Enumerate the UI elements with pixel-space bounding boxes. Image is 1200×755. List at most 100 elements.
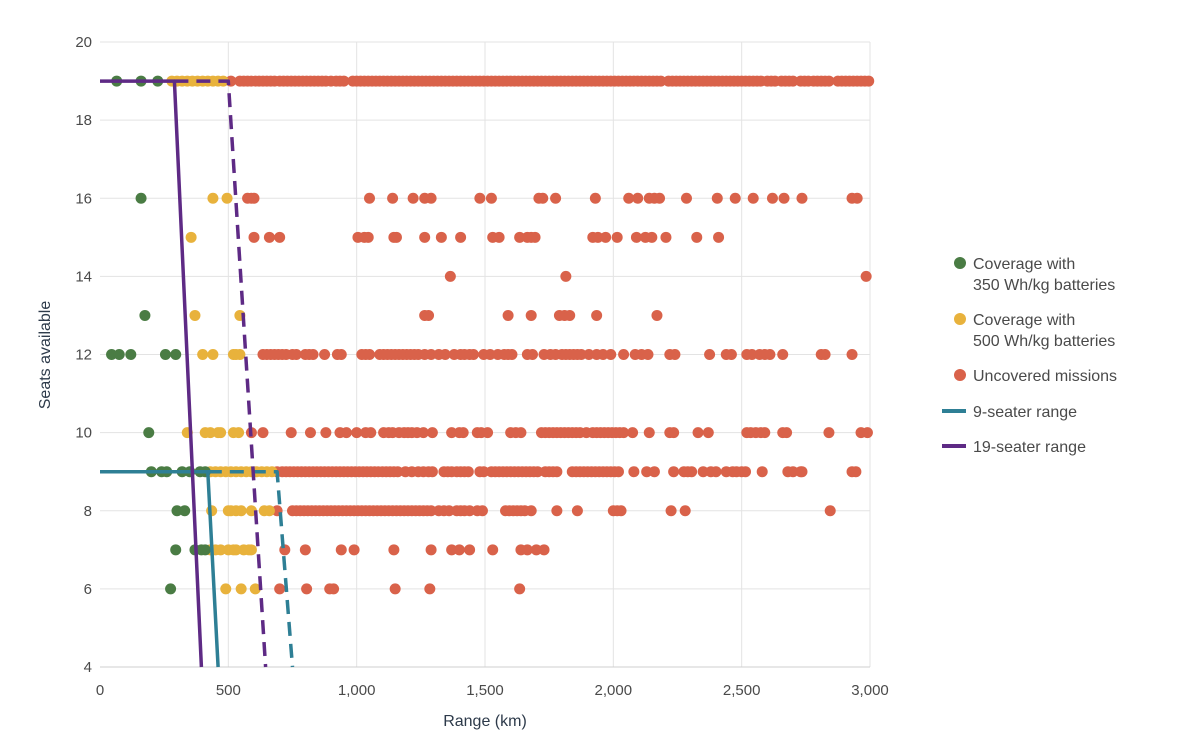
data-point-unc [407,192,419,204]
y-tick-label: 10 [75,425,92,442]
range-line-r9_500 [207,469,295,668]
data-point-unc [781,427,793,439]
x-tick-label: 500 [216,682,241,699]
data-point-unc [787,466,799,478]
legend-label-unc: Uncovered missions [973,368,1117,385]
data-point-c500 [249,583,261,595]
data-point-c500 [220,583,232,595]
data-point-unc [530,544,542,556]
data-point-unc [592,231,604,243]
data-point-unc [424,583,436,595]
data-point-unc [389,583,401,595]
data-point-unc [740,466,752,478]
data-point-unc [439,349,451,360]
data-point-unc [704,349,716,360]
y-tick-label: 8 [84,503,92,520]
data-point-unc [668,466,680,478]
data-point-unc [713,231,725,243]
data-point-unc [766,192,778,204]
data-point-unc [777,349,789,360]
data-point-unc [648,466,660,478]
data-point-unc [443,505,455,517]
data-point-unc [819,349,831,360]
data-point-unc [611,231,623,243]
data-point-unc [654,192,666,204]
data-point-unc [628,466,640,478]
x-tick-label: 2,500 [723,682,761,699]
data-point-c350 [143,427,155,439]
data-point-c350 [199,544,211,556]
data-point-unc [759,427,771,439]
data-point-unc [641,466,653,478]
data-point-unc [643,427,655,439]
data-point-c500 [197,349,209,360]
data-point-unc [365,427,377,439]
data-point-unc [446,544,458,556]
data-point-c500 [234,349,246,360]
data-point-unc [464,505,476,517]
data-point-unc [551,505,563,517]
data-point-unc [364,349,375,360]
data-point-unc [301,583,313,595]
data-point-unc [485,192,497,204]
data-point-unc [435,231,447,243]
data-point-unc [646,231,658,243]
data-point-c350 [125,349,137,360]
data-point-unc [482,427,494,439]
range-lines [100,79,295,668]
range-line-r19_500 [174,79,268,668]
data-point-unc [660,231,672,243]
data-point-unc [274,231,286,243]
x-tick-label: 1,000 [338,682,376,699]
data-point-c500 [235,505,247,517]
data-point-unc [351,427,363,439]
data-point-unc [597,349,609,360]
data-point-unc [746,349,758,360]
data-point-unc [668,427,680,439]
data-point-unc [390,231,402,243]
data-point-c350 [171,505,183,517]
data-point-unc [388,544,400,556]
data-point-unc [589,192,601,204]
data-point-unc [725,349,737,360]
data-point-unc [455,231,467,243]
data-point-unc [307,349,319,360]
data-point-unc [529,231,541,243]
data-point-unc [787,75,799,87]
data-point-unc [560,270,572,282]
legend-marker-c350 [954,257,966,269]
data-point-unc [248,231,260,243]
data-point-unc [537,192,549,204]
x-axis-title: Range (km) [443,713,527,730]
data-point-unc [680,192,692,204]
data-point-unc [514,231,526,243]
legend-label-r9: 9-seater range [973,404,1077,421]
data-point-unc [474,192,486,204]
data-points [106,75,875,595]
data-point-unc [484,349,496,360]
data-point-unc [600,231,612,243]
range-line-r19_350 [100,79,204,668]
data-point-unc [426,427,438,439]
y-tick-label: 14 [75,268,92,285]
data-point-unc [564,309,576,321]
data-point-unc [425,349,437,360]
data-point-unc [525,309,537,321]
data-point-unc [521,544,533,556]
x-tick-label: 1,500 [466,682,504,699]
legend-label-c350: Coverage with [973,256,1075,273]
data-point-c350 [179,505,191,517]
data-point-unc [425,544,437,556]
data-point-unc [487,544,499,556]
data-point-unc [263,231,275,243]
data-point-c500 [215,544,227,556]
data-point-unc [328,583,340,595]
data-point-unc [457,427,469,439]
data-point-c350 [113,349,125,360]
data-point-unc [340,427,352,439]
data-point-unc [612,466,624,478]
data-point-unc [348,544,360,556]
data-point-unc [710,466,722,478]
data-point-unc [851,192,863,204]
